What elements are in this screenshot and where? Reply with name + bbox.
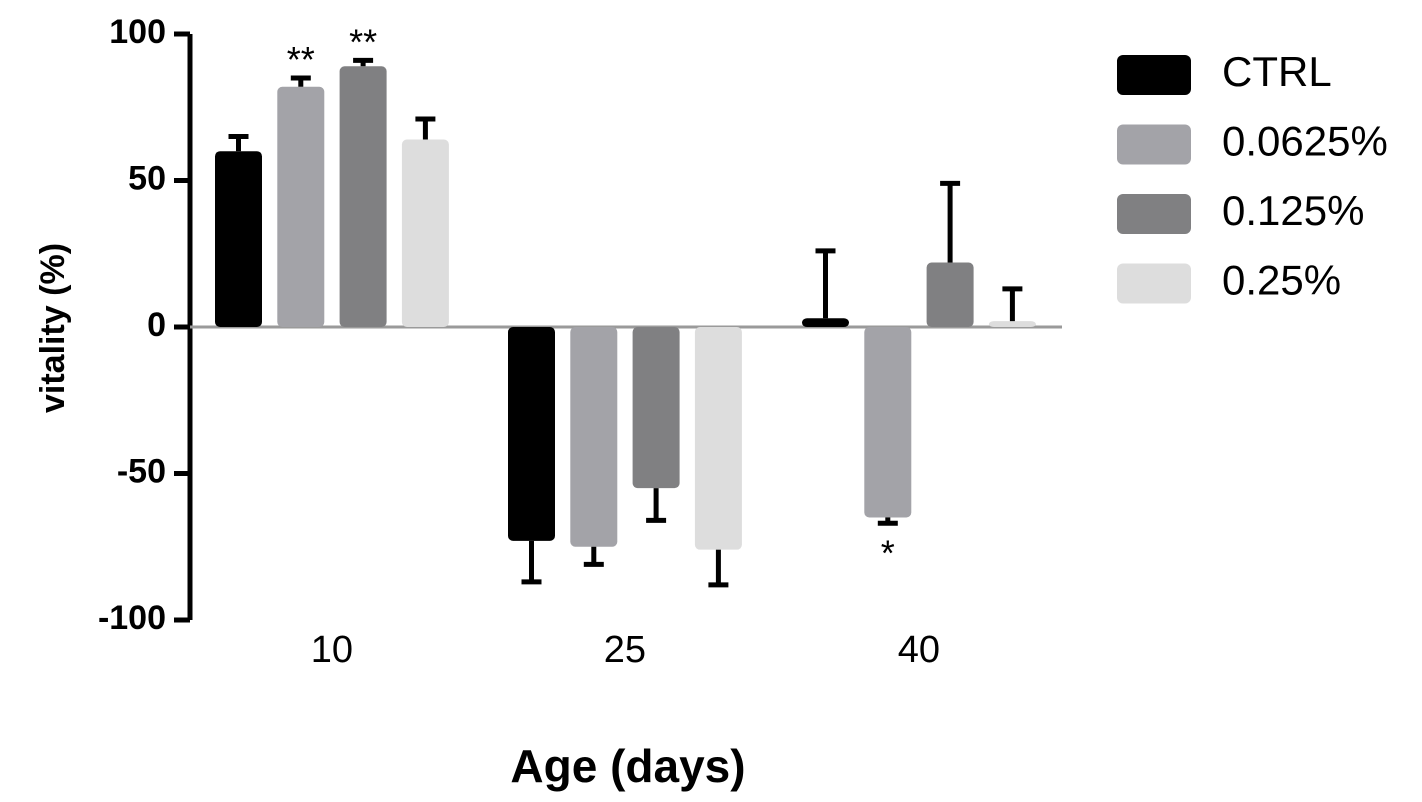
bar-0.0625%-10	[277, 86, 325, 328]
bar-CTRL-25	[508, 327, 555, 541]
bar-0.125%-40	[926, 262, 974, 327]
y-tick-label: 50	[128, 159, 166, 197]
bar-0.25%-40	[988, 321, 1036, 327]
significance-group: ** ***	[287, 21, 895, 573]
legend-label: 0.0625%	[1222, 118, 1388, 165]
bar-0.125%-25	[632, 327, 680, 489]
significance-mark: **	[287, 39, 315, 80]
y-axis: 100 50 0 -50 -100	[98, 13, 1062, 637]
y-tick-label: -100	[98, 599, 166, 637]
error-bars-group	[228, 57, 1023, 588]
legend-label: 0.25%	[1222, 257, 1341, 304]
bar-0.25%-25	[694, 327, 742, 550]
x-category-label: 25	[604, 629, 646, 671]
bar-0.0625%-25	[570, 327, 618, 547]
bar-CTRL-10	[215, 151, 262, 327]
legend-label: CTRL	[1222, 48, 1332, 95]
legend-swatch	[1117, 263, 1191, 304]
x-category-label: 40	[898, 629, 940, 671]
bar-0.25%-10	[401, 139, 449, 327]
x-axis-title: Age (days)	[510, 740, 745, 792]
legend-swatch	[1117, 55, 1191, 95]
legend-swatch	[1117, 124, 1191, 165]
y-tick-label: 100	[109, 13, 166, 51]
legend: CTRL 0.0625% 0.125% 0.25%	[1117, 48, 1388, 304]
significance-mark: *	[881, 532, 895, 573]
y-axis-title: vitality (%)	[34, 243, 72, 413]
bar-0.0625%-40	[864, 327, 912, 518]
y-tick-label: -50	[117, 452, 166, 490]
x-category-label: 10	[311, 629, 353, 671]
bar-0.125%-10	[339, 66, 387, 327]
significance-mark: **	[349, 21, 377, 62]
bars-group	[215, 66, 1036, 550]
bar-CTRL-40	[802, 318, 849, 327]
y-tick-label: 0	[147, 306, 166, 344]
legend-swatch	[1117, 194, 1191, 234]
x-category-labels: 10 25 40	[311, 629, 940, 671]
legend-label: 0.125%	[1222, 187, 1364, 234]
